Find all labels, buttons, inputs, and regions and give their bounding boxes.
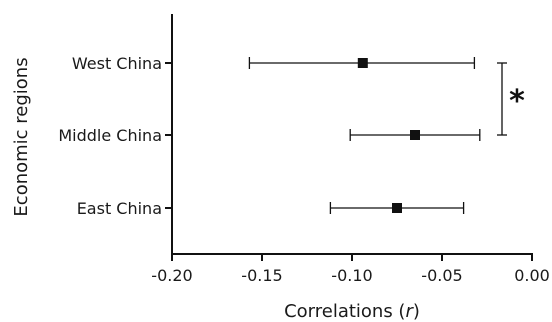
y-tick-label: East China <box>77 199 162 218</box>
y-axis-title: Economic regions <box>11 57 32 216</box>
x-tick-label: -0.10 <box>331 266 372 285</box>
point-marker <box>357 58 368 68</box>
x-axis-title: Correlations (r) <box>284 301 420 322</box>
data-marks: * <box>248 57 525 214</box>
x-axis-title-var: r <box>405 301 414 322</box>
x-axis-title-suffix: ) <box>413 301 420 322</box>
x-axis-title-prefix: Correlations ( <box>284 301 405 322</box>
x-tick-label: 0.00 <box>514 266 550 285</box>
point-marker <box>410 130 420 140</box>
point-marker <box>392 203 402 213</box>
y-tick-label: Middle China <box>58 126 162 145</box>
axes: -0.20 -0.15 -0.10 -0.05 0.00 West China Middle… <box>58 14 550 285</box>
y-tick-label: West China <box>72 54 162 73</box>
x-tick-label: -0.15 <box>241 266 282 285</box>
significance-label: * <box>509 84 525 119</box>
x-tick-label: -0.20 <box>151 266 192 285</box>
x-tick-label: -0.05 <box>421 266 462 285</box>
